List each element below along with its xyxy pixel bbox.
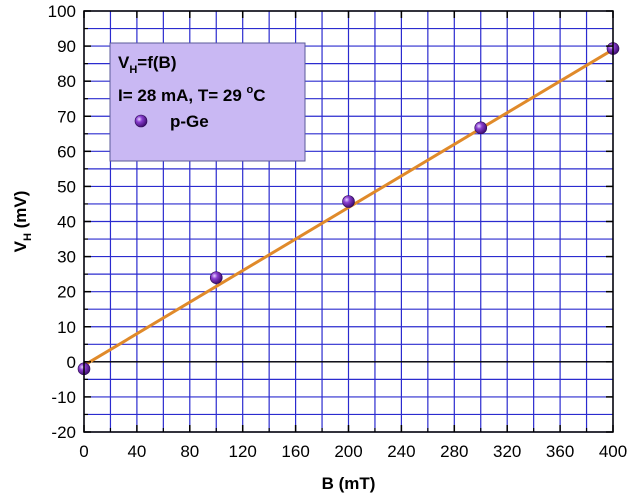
y-tick-labels: -20 -10 0 10 20 30 40 50 60 70 80 90 100	[48, 2, 76, 442]
y-tick-label: 40	[57, 213, 76, 232]
y-tick-label: -10	[51, 388, 76, 407]
x-tick-label: 400	[599, 442, 627, 461]
y-axis-title-rest: (mV)	[11, 191, 30, 234]
x-tick-label: 280	[440, 442, 468, 461]
x-axis-title: B (mT)	[322, 474, 376, 493]
legend-marker	[134, 114, 148, 128]
y-tick-label: 70	[57, 107, 76, 126]
data-point	[342, 195, 355, 208]
y-axis-title: VH (mV)	[11, 191, 34, 253]
y-tick-label: 100	[48, 2, 76, 21]
y-tick-label: 10	[57, 318, 76, 337]
y-tick-label: 30	[57, 248, 76, 267]
y-tick-label: 80	[57, 72, 76, 91]
legend-conditions: I= 28 mA, T= 29 oC	[118, 84, 266, 105]
legend-title: VH=f(B)	[118, 53, 177, 76]
legend-degree-symbol: o	[247, 84, 254, 96]
x-tick-label: 200	[334, 442, 362, 461]
y-axis-title-subscript: H	[22, 233, 34, 241]
y-tick-label: 20	[57, 283, 76, 302]
y-tick-label: 60	[57, 142, 76, 161]
y-tick-label: 90	[57, 37, 76, 56]
x-tick-labels: 0 40 80 120 160 200 240 280 320 360 400	[79, 442, 627, 461]
axis-ticks	[83, 10, 614, 433]
y-axis-title-main: V	[11, 240, 30, 252]
x-tick-label: 40	[127, 442, 146, 461]
x-tick-label: 240	[387, 442, 415, 461]
y-tick-label: 0	[67, 353, 76, 372]
legend-title-subscript: H	[129, 64, 137, 76]
legend-title-main: V	[118, 53, 130, 72]
y-tick-label: 50	[57, 177, 76, 196]
x-tick-label: 0	[79, 442, 88, 461]
data-point	[474, 121, 488, 135]
y-tick-label: -20	[51, 423, 76, 442]
x-tick-label: 160	[281, 442, 309, 461]
x-tick-label: 80	[180, 442, 199, 461]
legend-series-label: p-Ge	[170, 112, 209, 131]
legend: VH=f(B) I= 28 mA, T= 29 oC p-Ge	[109, 42, 306, 162]
data-point	[209, 271, 223, 284]
x-tick-label: 360	[546, 442, 574, 461]
legend-box	[109, 42, 306, 162]
x-tick-label: 120	[229, 442, 257, 461]
legend-title-rest: =f(B)	[137, 53, 176, 72]
legend-unit: C	[253, 86, 265, 105]
legend-conditions-text: I= 28 mA, T= 29	[118, 86, 247, 105]
x-tick-label: 320	[493, 442, 521, 461]
